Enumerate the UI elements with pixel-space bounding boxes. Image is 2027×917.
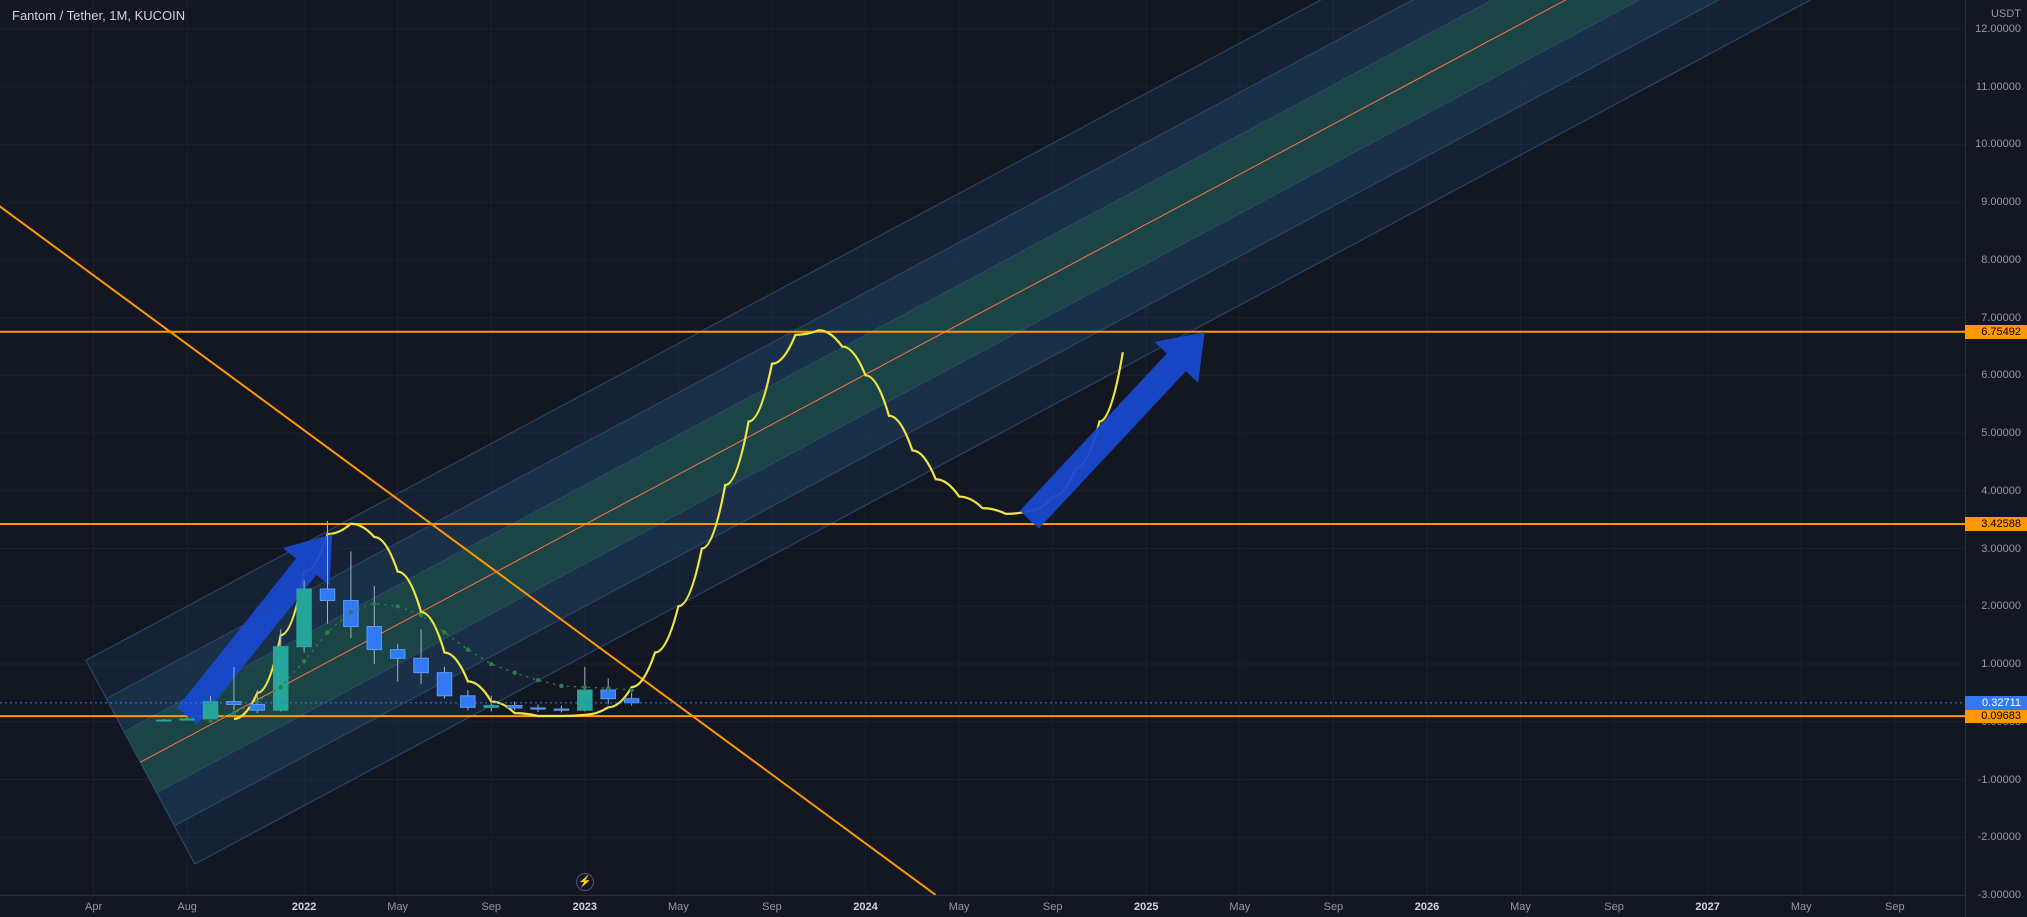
y-tick: 12.00000: [1975, 23, 2021, 35]
symbol-title: Fantom / Tether, 1M, KUCOIN: [12, 8, 185, 23]
x-tick: May: [949, 901, 970, 913]
y-tick: 2.00000: [1981, 600, 2021, 612]
price-tag: 6.75492: [1965, 325, 2027, 339]
y-tick: 1.00000: [1981, 658, 2021, 670]
y-tick: 7.00000: [1981, 312, 2021, 324]
x-tick: May: [668, 901, 689, 913]
y-tick: 11.00000: [1976, 81, 2021, 93]
x-tick: 2023: [573, 901, 597, 913]
x-tick: 2026: [1415, 901, 1439, 913]
chart-container[interactable]: Fantom / Tether, 1M, KUCOIN USDT -3.0000…: [0, 0, 2027, 917]
y-tick: 5.00000: [1981, 427, 2021, 439]
y-tick: 9.00000: [1981, 196, 2021, 208]
y-tick: 8.00000: [1981, 254, 2021, 266]
goto-date-icon[interactable]: ⚡: [576, 873, 594, 891]
x-tick: Sep: [1885, 901, 1905, 913]
x-tick: May: [387, 901, 408, 913]
x-tick: Apr: [85, 901, 102, 913]
x-tick: 2022: [292, 901, 316, 913]
y-tick: 10.00000: [1975, 138, 2021, 150]
y-axis[interactable]: USDT -3.00000-2.00000-1.000000.000001.00…: [1965, 0, 2027, 917]
x-tick: May: [1510, 901, 1531, 913]
price-tag: 0.32711: [1965, 696, 2027, 710]
x-tick: May: [1229, 901, 1250, 913]
x-tick: Sep: [1043, 901, 1063, 913]
y-tick: -3.00000: [1978, 889, 2021, 901]
price-tag: 0.09683: [1965, 709, 2027, 723]
y-axis-unit: USDT: [1991, 8, 2021, 20]
y-tick: 4.00000: [1981, 485, 2021, 497]
price-tag: 3.42588: [1965, 517, 2027, 531]
x-tick: Sep: [481, 901, 501, 913]
y-tick: -2.00000: [1978, 831, 2021, 843]
x-tick: Aug: [177, 901, 197, 913]
x-tick: Sep: [1604, 901, 1624, 913]
x-tick: 2027: [1695, 901, 1719, 913]
x-tick: 2025: [1134, 901, 1158, 913]
x-axis[interactable]: Apr Aug 2022 May Sep 2023 May Sep 2024 May Sep 2025…: [0, 895, 1965, 917]
x-tick: Sep: [762, 901, 782, 913]
y-tick: -1.00000: [1978, 774, 2021, 786]
x-tick: May: [1791, 901, 1812, 913]
y-tick: 3.00000: [1981, 543, 2021, 555]
x-tick: Sep: [1324, 901, 1344, 913]
chart-svg[interactable]: [0, 0, 2027, 917]
y-tick: 6.00000: [1981, 369, 2021, 381]
x-tick: 2024: [853, 901, 877, 913]
